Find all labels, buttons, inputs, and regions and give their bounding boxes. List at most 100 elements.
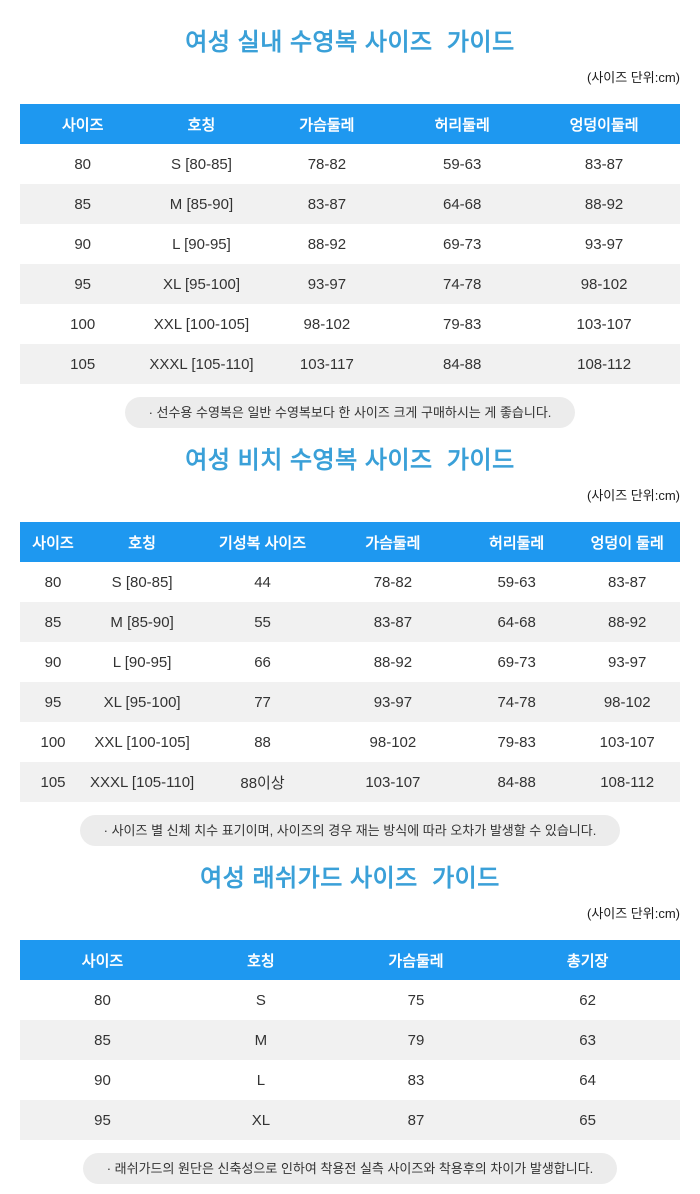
table-cell: XL [95-100] bbox=[86, 682, 199, 722]
table-cell: 64-68 bbox=[458, 602, 575, 642]
table-cell: 66 bbox=[254, 653, 271, 671]
table-cell: 98-102 bbox=[369, 733, 417, 751]
table-cell: 95 bbox=[20, 264, 146, 304]
table-cell: 93-97 bbox=[257, 264, 397, 304]
table-cell: 59-63 bbox=[497, 573, 536, 591]
size-unit-label: (사이즈 단위:cm) bbox=[586, 906, 680, 921]
table-cell: 85 bbox=[20, 602, 86, 642]
table-cell: 64 bbox=[579, 1071, 596, 1089]
table-cell: 103-107 bbox=[576, 315, 632, 333]
table-cell: S bbox=[255, 991, 266, 1009]
table-row: 105 XXXL [105-110] 88이상 103-107 84-88 108-112 bbox=[20, 762, 680, 802]
table-row: 95 XL [95-100] 93-97 74-78 98-102 bbox=[20, 264, 680, 304]
table-cell: 55 bbox=[198, 602, 327, 642]
table-cell: 88-92 bbox=[373, 653, 413, 671]
column-header: 호칭 bbox=[86, 522, 199, 562]
table-cell: 103-107 bbox=[599, 733, 655, 751]
column-header: 가슴둘레 bbox=[326, 522, 459, 562]
table-cell: 93-97 bbox=[326, 682, 459, 722]
table-cell: 83 bbox=[407, 1071, 425, 1089]
table-cell: 79-83 bbox=[497, 733, 536, 751]
column-header: 엉덩이둘레 bbox=[528, 104, 680, 144]
table-row: 90 L [90-95] 88-92 69-73 93-97 bbox=[20, 224, 680, 264]
table-cell: L [90-95] bbox=[112, 653, 172, 671]
table-row: 100 XXL [100-105] 98-102 79-83 103-107 bbox=[20, 304, 680, 344]
table-cell: 83-87 bbox=[584, 155, 624, 173]
column-header: 사이즈 bbox=[20, 940, 185, 980]
table-cell: 44 bbox=[254, 573, 271, 591]
table-row: 95 XL 87 65 bbox=[20, 1100, 680, 1140]
table-cell: 105 bbox=[20, 762, 86, 802]
table-cell: XXL [100-105] bbox=[153, 315, 250, 333]
column-header: 사이즈 bbox=[20, 104, 146, 144]
table-row: 85 M 79 63 bbox=[20, 1020, 680, 1060]
table-cell: 65 bbox=[495, 1100, 680, 1140]
size-guide-section-indoor-swimsuit: 여성 실내 수영복 사이즈 가이드 (사이즈 단위:cm) 사이즈 호칭 가슴둘레 허리둘… bbox=[0, 30, 700, 428]
table-cell: 84-88 bbox=[396, 344, 529, 384]
column-header: 사이즈 bbox=[20, 522, 86, 562]
table-cell: 88-92 bbox=[528, 184, 680, 224]
column-header: 엉덩이 둘레 bbox=[574, 522, 680, 562]
section-title-indoor-swimsuit: 여성 실내 수영복 사이즈 가이드 bbox=[185, 29, 515, 56]
table-cell: 98-102 bbox=[574, 682, 680, 722]
table-cell: XXL [100-105] bbox=[94, 733, 190, 751]
table-cell: 80 bbox=[94, 991, 111, 1009]
table-cell: 105 bbox=[20, 344, 146, 384]
table-cell: XXXL [105-110] bbox=[145, 344, 258, 384]
table-cell: 78-82 bbox=[307, 155, 347, 173]
table-cell: 63 bbox=[495, 1020, 680, 1060]
size-table-indoor-swimsuit: 사이즈 호칭 가슴둘레 허리둘레 엉덩이둘레 80 S [80-85] 78-82 59-63 8… bbox=[20, 104, 680, 384]
table-cell: XL [95-100] bbox=[145, 264, 258, 304]
table-cell: 78-82 bbox=[373, 573, 413, 591]
table-cell: 88이상 bbox=[198, 762, 327, 802]
table-cell: 59-63 bbox=[442, 155, 482, 173]
table-cell: M [85-90] bbox=[86, 602, 199, 642]
size-table-beach-swimsuit: 사이즈 호칭 기성복 사이즈 가슴둘레 허리둘레 엉덩이 둘레 80 S [80-85] 44 7… bbox=[20, 522, 680, 802]
table-cell: 90 bbox=[94, 1071, 111, 1089]
column-header: 총기장 bbox=[495, 940, 680, 980]
table-cell: 77 bbox=[198, 682, 327, 722]
table-row: 90 L 83 64 bbox=[20, 1060, 680, 1100]
column-header: 기성복 사이즈 bbox=[198, 522, 327, 562]
table-cell: 62 bbox=[579, 991, 596, 1009]
size-guide-section-beach-swimsuit: 여성 비치 수영복 사이즈 가이드 (사이즈 단위:cm) 사이즈 호칭 기성복 사이즈… bbox=[0, 448, 700, 846]
column-header: 허리둘레 bbox=[458, 522, 575, 562]
section-title-rashguard: 여성 래쉬가드 사이즈 가이드 bbox=[200, 865, 500, 892]
table-cell: 93-97 bbox=[608, 653, 647, 671]
size-guide-section-rashguard: 여성 래쉬가드 사이즈 가이드 (사이즈 단위:cm) 사이즈 호칭 가슴둘레 총기장 80… bbox=[0, 866, 700, 1184]
table-cell: 103-107 bbox=[326, 762, 459, 802]
section-title-beach-swimsuit: 여성 비치 수영복 사이즈 가이드 bbox=[185, 447, 515, 474]
column-header: 가슴둘레 bbox=[336, 940, 496, 980]
size-unit-label: (사이즈 단위:cm) bbox=[586, 70, 680, 85]
table-row: 90 L [90-95] 66 88-92 69-73 93-97 bbox=[20, 642, 680, 682]
table-row: 105 XXXL [105-110] 103-117 84-88 108-112 bbox=[20, 344, 680, 384]
table-cell: 80 bbox=[44, 573, 62, 591]
table-cell: L bbox=[256, 1071, 266, 1089]
table-cell: L [90-95] bbox=[172, 235, 231, 253]
table-cell: 108-112 bbox=[528, 344, 680, 384]
table-cell: 83-87 bbox=[257, 184, 397, 224]
table-row: 85 M [85-90] 83-87 64-68 88-92 bbox=[20, 184, 680, 224]
note-pill-rashguard: · 래쉬가드의 원단은 신축성으로 인하여 착용전 실측 사이즈와 착용후의 차… bbox=[82, 1153, 618, 1184]
table-row: 80 S 75 62 bbox=[20, 980, 680, 1020]
table-cell: 88-92 bbox=[574, 602, 680, 642]
table-cell: 79 bbox=[336, 1020, 496, 1060]
table-row: 85 M [85-90] 55 83-87 64-68 88-92 bbox=[20, 602, 680, 642]
column-header: 호칭 bbox=[185, 940, 337, 980]
table-cell: 90 bbox=[74, 235, 92, 253]
note-pill-indoor-swimsuit: · 선수용 수영복은 일반 수영복보다 한 사이즈 크게 구매하시는 게 좋습니… bbox=[124, 397, 576, 428]
table-cell: 74-78 bbox=[458, 682, 575, 722]
table-cell: 74-78 bbox=[396, 264, 529, 304]
size-unit-label: (사이즈 단위:cm) bbox=[586, 488, 680, 503]
table-header-row: 사이즈 호칭 가슴둘레 총기장 bbox=[20, 940, 680, 980]
table-cell: 95 bbox=[20, 682, 86, 722]
table-cell: XL bbox=[185, 1100, 337, 1140]
table-cell: 108-112 bbox=[574, 762, 680, 802]
table-cell: 84-88 bbox=[458, 762, 575, 802]
table-cell: 93-97 bbox=[584, 235, 624, 253]
column-header: 허리둘레 bbox=[396, 104, 529, 144]
table-cell: 85 bbox=[20, 1020, 185, 1060]
table-cell: 69-73 bbox=[442, 235, 482, 253]
table-cell: 83-87 bbox=[326, 602, 459, 642]
